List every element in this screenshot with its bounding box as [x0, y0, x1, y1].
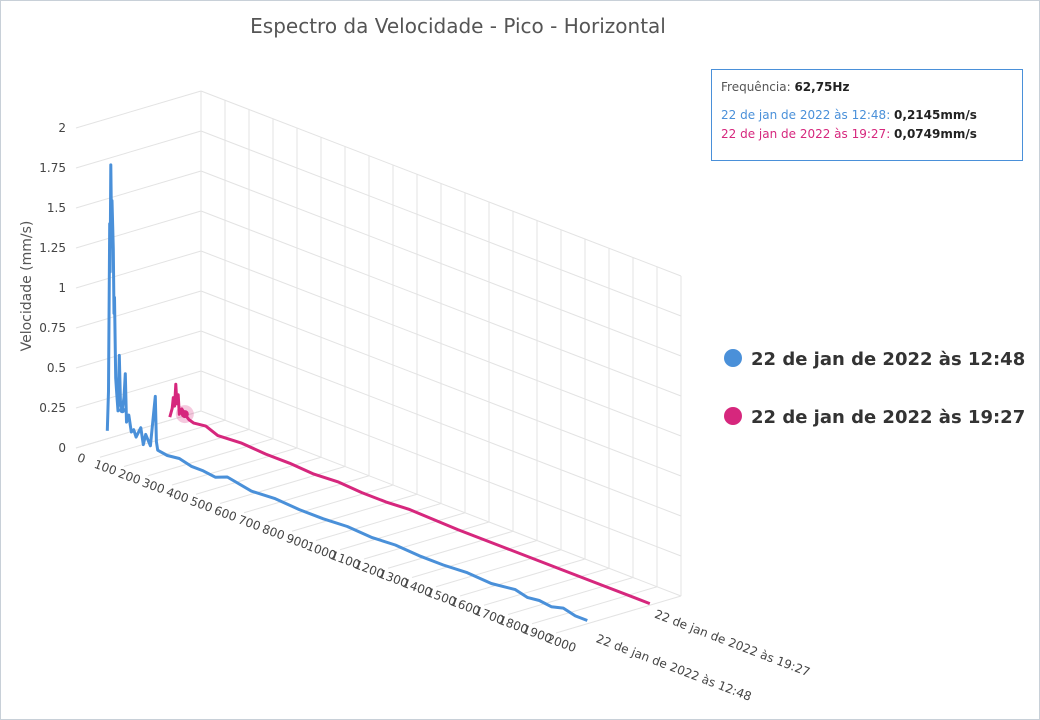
- series-line: [168, 382, 651, 605]
- x-tick-label: 100: [92, 457, 118, 478]
- grid-line: [363, 521, 490, 560]
- x-tick-label: 700: [236, 512, 262, 533]
- grid-line: [123, 429, 250, 467]
- grid-line: [75, 290, 202, 329]
- grid-line: [75, 250, 202, 289]
- y-tick-label: 0: [58, 441, 66, 455]
- grid-line: [147, 438, 274, 477]
- x-tick-label: 800: [260, 522, 286, 543]
- grid-line: [171, 447, 298, 486]
- grid-line: [531, 586, 658, 625]
- grid-line: [387, 530, 514, 569]
- grid-line: [435, 549, 562, 588]
- legend-marker: [724, 349, 742, 367]
- chart-title: Espectro da Velocidade - Pico - Horizont…: [250, 14, 666, 38]
- grid-line: [75, 90, 202, 129]
- grid-line: [507, 577, 634, 615]
- x-tick-label: 500: [188, 494, 214, 515]
- grid-line: [219, 466, 346, 504]
- legend-marker: [724, 407, 742, 425]
- hover-point: [119, 407, 126, 414]
- tooltip-label: Frequência: [721, 80, 794, 94]
- y-tick-label: 2: [58, 121, 66, 135]
- y-tick-label: 1: [58, 281, 66, 295]
- grid-line: [195, 456, 322, 495]
- tooltip-value: 0,2145mm/s: [894, 108, 977, 122]
- grid-line: [555, 595, 682, 634]
- x-tick-label: 0: [75, 450, 87, 466]
- tooltip-x: 62,75Hz: [794, 80, 850, 94]
- y-tick-label: 1.25: [39, 241, 66, 255]
- tooltip-series: 22 de jan de 2022 às 19:27: [721, 127, 894, 141]
- grid-line: [315, 503, 442, 541]
- grid-line: [483, 567, 610, 606]
- x-tick-label: 300: [140, 475, 166, 496]
- grid-line: [243, 475, 370, 514]
- x-tick-label: 200: [116, 466, 142, 487]
- grid-line: [267, 484, 394, 523]
- tooltip-series: 22 de jan de 2022 às 12:48: [721, 108, 894, 122]
- x-tick-label: 400: [164, 485, 190, 506]
- y-axis-label: Velocidade (mm/s): [19, 221, 35, 352]
- y-tick-label: 0.75: [39, 321, 66, 335]
- y-tick-label: 0.25: [39, 401, 66, 415]
- x-tick-label: 600: [212, 503, 238, 524]
- grid-line: [75, 130, 202, 169]
- grid-line: [291, 493, 418, 532]
- grid-line: [339, 512, 466, 551]
- y-tick-label: 1.75: [39, 161, 66, 175]
- legend-label: 22 de jan de 2022 às 19:27: [751, 407, 1025, 428]
- grid-line: [75, 370, 202, 409]
- grid-line: [411, 540, 538, 578]
- grid-line: [75, 210, 202, 249]
- grid-line: [75, 170, 202, 209]
- grid-line: [75, 330, 202, 369]
- x-tick-label: 2000: [545, 631, 578, 655]
- tooltip: Frequência62,75Hz 22 de jan de 2022 às 1…: [711, 69, 1023, 161]
- hover-point: [180, 410, 189, 419]
- grid-line: [459, 558, 586, 597]
- y-tick-label: 0.5: [47, 361, 66, 375]
- legend-label: 22 de jan de 2022 às 12:48: [751, 349, 1025, 370]
- series-line: [105, 163, 588, 622]
- y-tick-label: 1.5: [47, 201, 66, 215]
- tooltip-value: 0,0749mm/s: [894, 127, 977, 141]
